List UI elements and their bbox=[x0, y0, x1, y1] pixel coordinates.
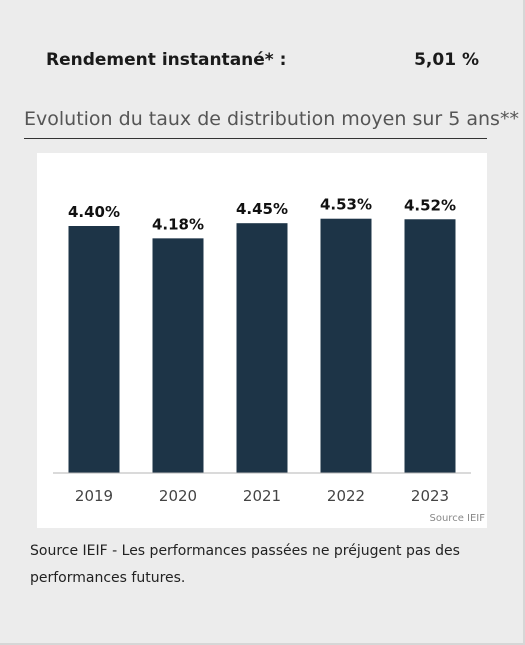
distribution-chart: 4.40% 2019 4.18% 2020 4.45% 2021 4.53% 2022 4.52… bbox=[37, 153, 487, 528]
x-tick-label: 2022 bbox=[327, 487, 365, 505]
bar-value-label: 4.53% bbox=[320, 196, 372, 214]
x-tick-label: 2019 bbox=[75, 487, 113, 505]
bar-2022 bbox=[320, 218, 372, 473]
chart-source-label: Source IEIF bbox=[430, 513, 486, 524]
card-edge-right bbox=[523, 0, 525, 645]
bar-value-label: 4.40% bbox=[68, 203, 120, 221]
yield-row: Rendement instantané* : 5,01 % bbox=[46, 48, 479, 72]
bar-value-label: 4.18% bbox=[152, 215, 204, 233]
bar-2023 bbox=[404, 219, 456, 473]
bar-2021 bbox=[236, 223, 288, 473]
chart-svg: 4.40% 2019 4.18% 2020 4.45% 2021 4.53% 2022 4.52… bbox=[53, 196, 486, 524]
yield-label: Rendement instantané* : bbox=[46, 50, 287, 70]
section-title: Evolution du taux de distribution moyen … bbox=[24, 108, 519, 130]
footnote: Source IEIF - Les performances passées n… bbox=[30, 543, 460, 586]
x-tick-label: 2020 bbox=[159, 487, 197, 505]
bar-value-label: 4.45% bbox=[236, 200, 288, 218]
bar-value-label: 4.52% bbox=[404, 196, 456, 214]
card-edge-bottom bbox=[0, 643, 525, 645]
yield-value: 5,01 % bbox=[414, 50, 479, 70]
bar-2020 bbox=[152, 238, 204, 473]
x-tick-label: 2023 bbox=[411, 487, 449, 505]
section-title-underline bbox=[24, 138, 487, 139]
x-tick-label: 2021 bbox=[243, 487, 281, 505]
bar-2019 bbox=[68, 226, 120, 473]
